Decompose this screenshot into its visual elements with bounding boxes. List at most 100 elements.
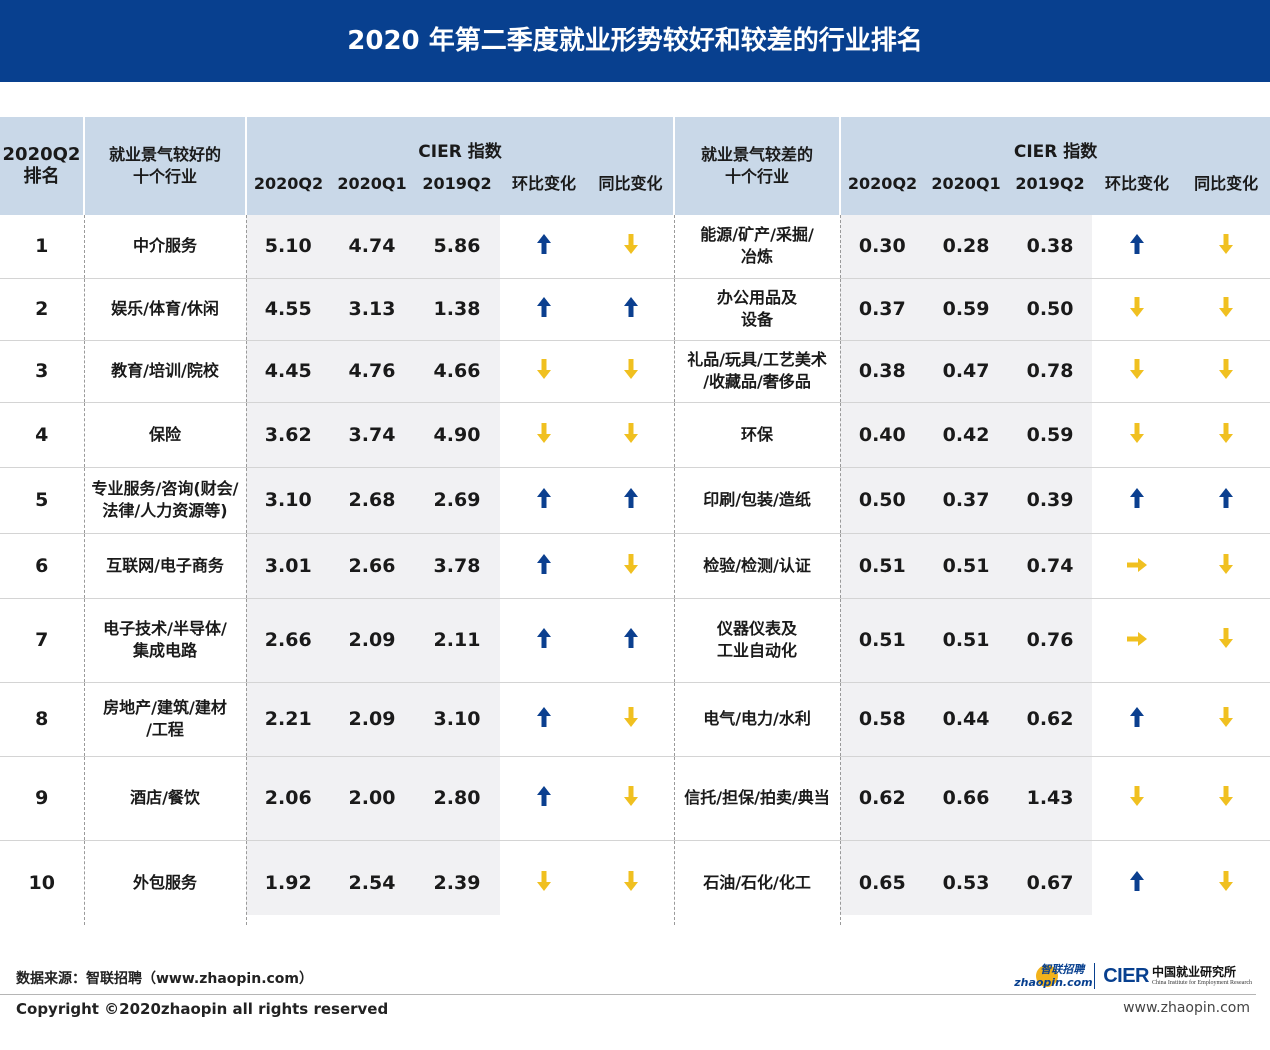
rank-cell-text: 7	[35, 629, 49, 651]
bad-2020q1-value-text: 0.37	[942, 489, 990, 511]
table-row: 3 教育/培训/院校 4.45 4.76 4.66 礼品/玩具/工艺美术 /收藏品/奢侈品…	[0, 339, 1270, 402]
good-yoy-change	[588, 215, 675, 278]
good-2020q2-value-text: 4.45	[264, 360, 312, 382]
cier-logo-mark: CIER	[1103, 964, 1150, 987]
table-header: 2020Q2 排名 就业景气较好的 十个行业 CIER 指数 就业景气较差的 十…	[0, 117, 1270, 215]
rank-cell: 9	[0, 755, 84, 840]
rank-cell: 4	[0, 401, 84, 467]
bad-2020q1-value: 0.51	[924, 532, 1009, 598]
bad-2020q2-value-text: 0.50	[858, 489, 906, 511]
arrow-down-icon	[1130, 297, 1145, 321]
bad-2020q2-value-text: 0.38	[858, 360, 906, 382]
good-2020q2-value: 1.92	[246, 839, 330, 925]
arrow-up-icon	[1219, 488, 1234, 512]
good-2019q2-value: 4.90	[414, 401, 500, 467]
good-yoy-change	[588, 681, 675, 756]
good-2020q1-value-text: 3.13	[348, 298, 396, 320]
bad-industry-name: 电气/电力/水利	[674, 681, 841, 756]
bad-col-qoq: 环比变化	[1092, 167, 1183, 215]
arrow-down-icon	[1219, 297, 1234, 321]
bad-2019q2-value: 0.74	[1008, 532, 1093, 598]
good-2020q2-value: 2.21	[246, 681, 330, 756]
good-2020q2-value-text: 1.92	[264, 871, 312, 894]
bad-col-yoy: 同比变化	[1182, 167, 1270, 215]
arrow-down-icon	[623, 359, 638, 383]
bad-2019q2-value-text: 0.59	[1026, 423, 1074, 446]
good-industry-name-text: 中介服务	[132, 236, 197, 256]
bad-industry-name-text: 信托/担保/拍卖/典当	[684, 788, 830, 807]
arrow-flat-icon	[1127, 557, 1148, 576]
good-2020q2-value: 2.66	[246, 597, 330, 682]
good-industry-name-text: 互联网/电子商务	[106, 555, 224, 575]
good-2020q1-value-text: 2.54	[348, 871, 396, 894]
good-2020q2-value-text: 3.62	[264, 423, 312, 446]
good-qoq-change	[500, 532, 588, 598]
bad-2019q2-value: 0.38	[1008, 215, 1092, 278]
good-industry-name: 互联网/电子商务	[83, 532, 247, 598]
zhaopin-logo-en: zhaopin.com	[1014, 976, 1093, 989]
table-row: 5 专业服务/咨询(财会/ 法律/人力资源等) 3.10 2.68 2.69 印刷/包装/…	[0, 466, 1270, 533]
good-col-2019q2: 2019Q2	[414, 167, 500, 215]
good-2020q1-value: 4.74	[330, 215, 414, 278]
data-source: 数据来源：智联招聘（www.zhaopin.com）	[16, 971, 314, 987]
bad-industry-header-text: 就业景气较差的 十个行业	[701, 145, 814, 186]
arrow-down-icon	[1130, 786, 1145, 810]
bad-yoy-change	[1182, 532, 1270, 598]
bad-2019q2-value-text: 0.78	[1026, 360, 1074, 382]
good-qoq-change	[500, 277, 588, 340]
bad-2019q2-value: 0.59	[1008, 401, 1093, 467]
zhaopin-logo-cn: 智联招聘	[1040, 963, 1085, 976]
good-2019q2-value: 3.78	[414, 532, 500, 598]
bad-2020q1-value: 0.42	[924, 401, 1009, 467]
bad-2020q1-value-text: 0.42	[942, 423, 990, 446]
good-industry-name: 专业服务/咨询(财会/ 法律/人力资源等)	[83, 466, 247, 533]
good-qoq-change	[500, 466, 588, 533]
bad-yoy-change	[1182, 401, 1270, 467]
good-industry-name-text: 专业服务/咨询(财会/ 法律/人力资源等)	[91, 479, 239, 520]
bad-2019q2-value: 0.62	[1008, 681, 1093, 756]
bad-2019q2-value-text: 0.67	[1026, 871, 1074, 894]
good-2019q2-value-text: 3.10	[433, 708, 481, 730]
table-row: 4 保险 3.62 3.74 4.90 环保 0.40 0.42 0.59	[0, 401, 1270, 467]
logos: 智联招聘 zhaopin.com CIER 中国就业研究所 China Inst…	[1014, 962, 1252, 990]
good-industry-name: 酒店/餐饮	[83, 755, 247, 840]
bad-industry-name: 环保	[674, 401, 841, 467]
bad-yoy-change	[1182, 755, 1270, 840]
bad-2019q2-value-text: 0.39	[1026, 489, 1074, 511]
bad-2020q2-value-text: 0.40	[858, 423, 906, 446]
good-industry-name-text: 房地产/建筑/建材 /工程	[103, 698, 227, 739]
bad-2020q1-value: 0.28	[924, 215, 1008, 278]
rank-cell: 5	[0, 466, 84, 533]
good-2019q2-value-text: 4.90	[433, 423, 481, 446]
good-industry-name: 电子技术/半导体/ 集成电路	[83, 597, 247, 682]
zhaopin-logo: 智联招聘 zhaopin.com	[1014, 963, 1092, 989]
rank-cell: 8	[0, 681, 84, 756]
table-row: 9 酒店/餐饮 2.06 2.00 2.80 信托/担保/拍卖/典当 0.62 0.66 1.4…	[0, 755, 1270, 840]
good-2020q1-value: 2.68	[330, 466, 414, 533]
bad-yoy-change	[1182, 215, 1270, 278]
website: www.zhaopin.com	[1123, 1000, 1250, 1016]
good-2020q1-value: 2.09	[330, 597, 414, 682]
table-row: 1 中介服务 5.10 4.74 5.86 能源/矿产/采掘/ 冶炼 0.30 0.28 0.3…	[0, 215, 1270, 278]
bad-industry-name-text: 检验/检测/认证	[703, 555, 811, 575]
table-row: 2 娱乐/体育/休闲 4.55 3.13 1.38 办公用品及 设备 0.37 0.59 0.5…	[0, 277, 1270, 340]
good-qoq-change	[500, 339, 588, 402]
arrow-down-icon	[1219, 422, 1234, 447]
good-industry-header-text: 就业景气较好的 十个行业	[108, 145, 221, 186]
bad-industry-name: 石油/石化/化工	[674, 839, 841, 925]
bad-2019q2-value: 1.43	[1008, 755, 1093, 840]
arrow-up-icon	[537, 786, 551, 810]
good-2019q2-value: 2.11	[414, 597, 500, 682]
good-2020q1-value: 2.00	[330, 755, 414, 840]
bad-col-2020q2: 2020Q2	[840, 167, 925, 215]
arrow-down-icon	[537, 422, 551, 447]
bad-2020q1-value-text: 0.59	[942, 298, 990, 320]
cier-logo: CIER 中国就业研究所 China Institute for Employm…	[1103, 965, 1252, 988]
good-yoy-change	[588, 339, 675, 402]
bad-2020q2-value: 0.62	[839, 755, 925, 840]
good-2019q2-value-text: 3.78	[433, 554, 481, 577]
bad-industry-name-text: 印刷/包装/造纸	[703, 490, 811, 509]
good-qoq-change	[500, 755, 588, 840]
good-2020q1-value-text: 2.66	[348, 554, 396, 577]
copyright: Copyright ©2020zhaopin all rights reserv…	[16, 1000, 389, 1018]
